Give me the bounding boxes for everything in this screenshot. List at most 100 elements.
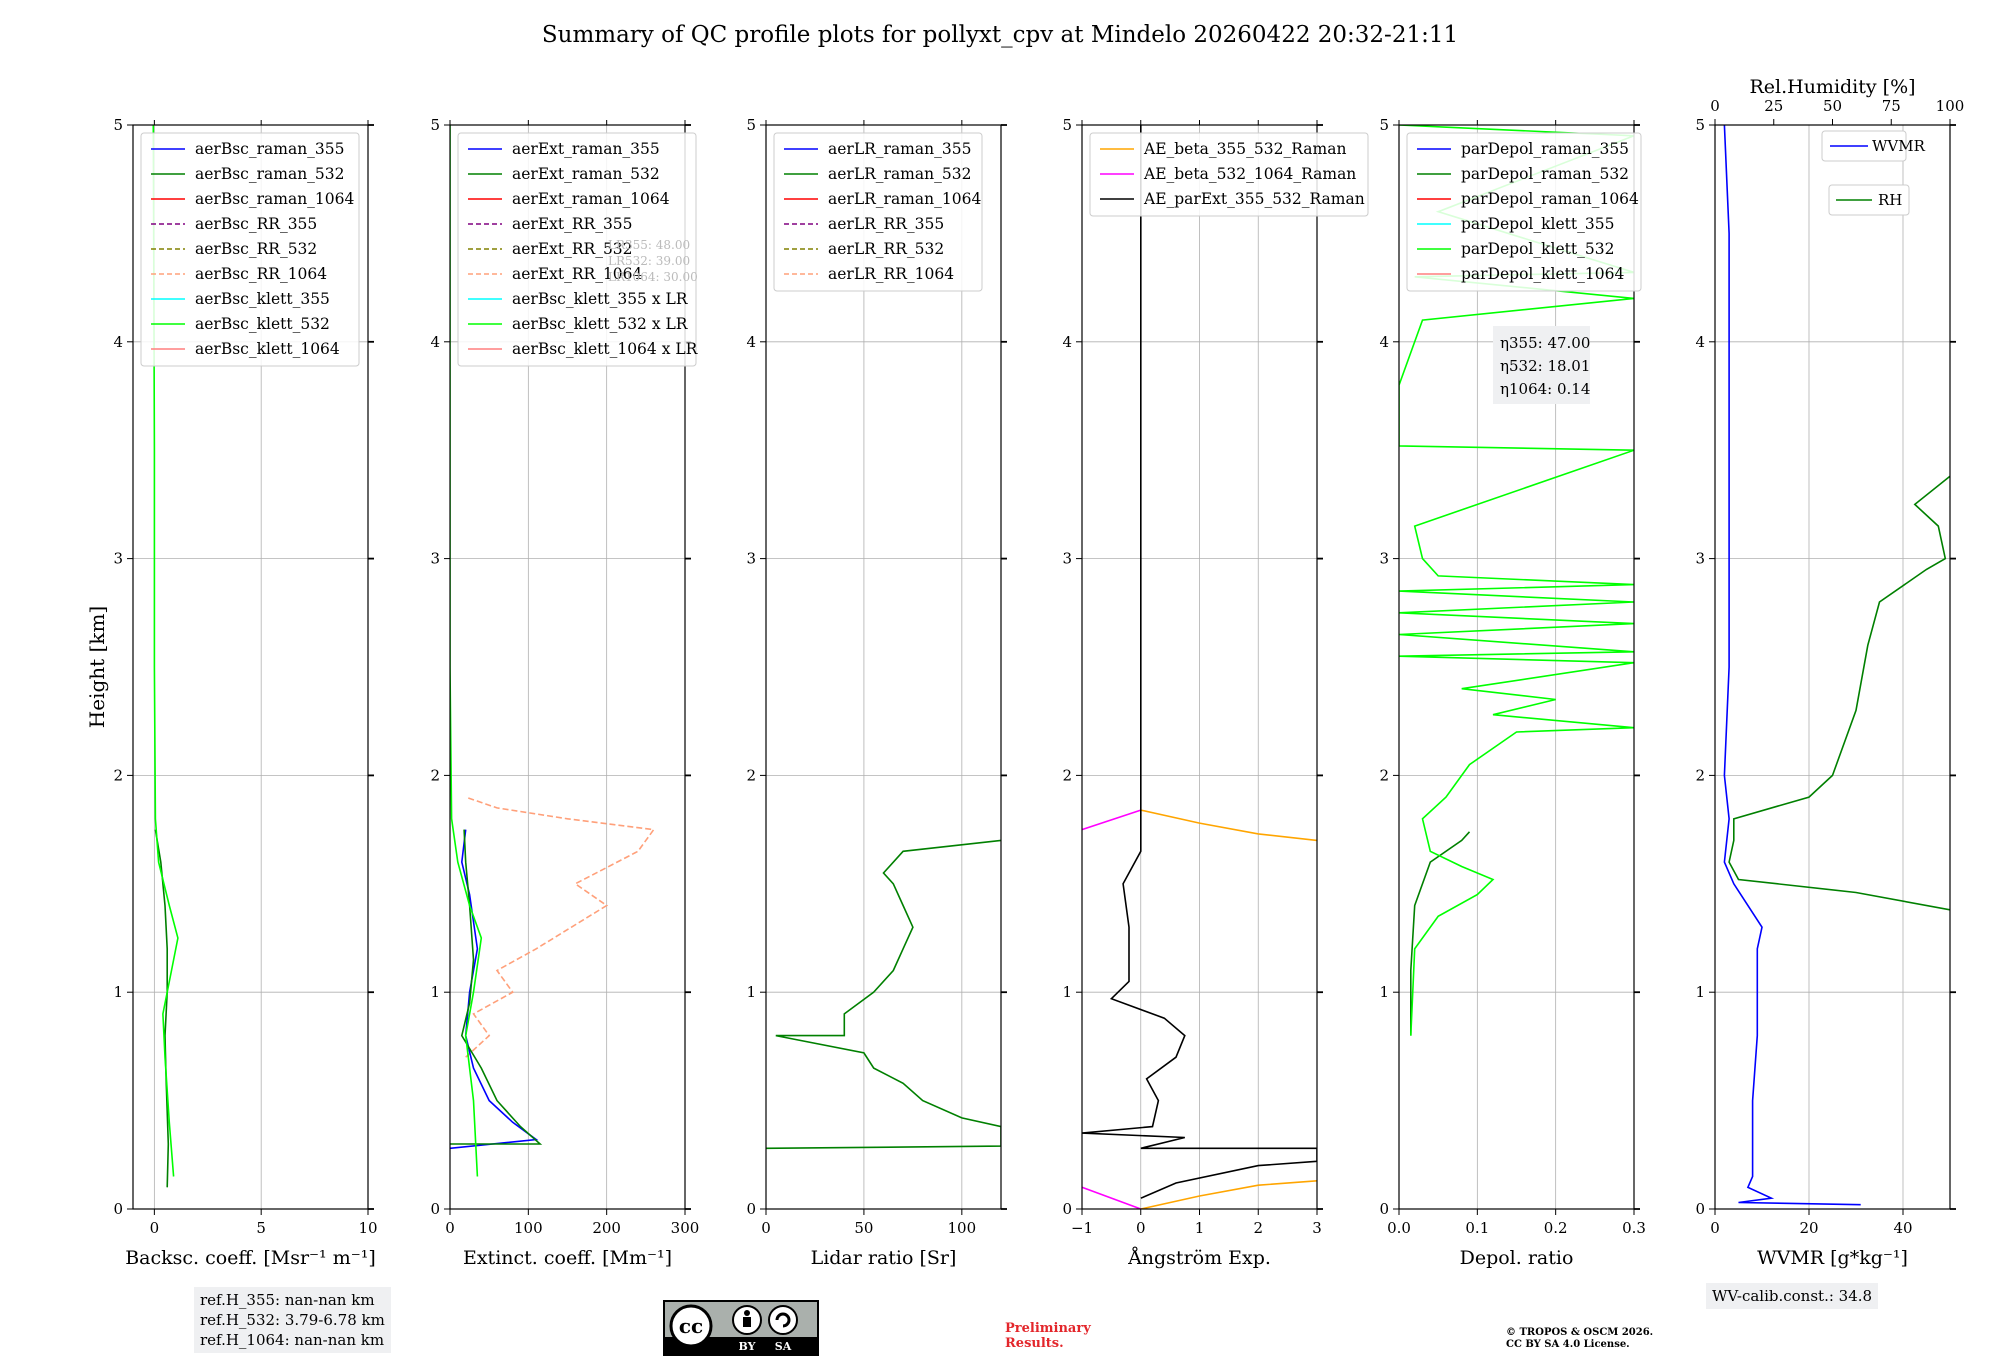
legend-label: aerLR_raman_1064	[828, 190, 981, 208]
legend-label: AE_beta_355_532_Raman	[1143, 140, 1346, 158]
preliminary-line2: Results.	[1005, 1336, 1064, 1351]
top-x-tick-label: 25	[1764, 97, 1783, 115]
refh-1064: ref.H_1064: nan-nan km	[200, 1331, 385, 1349]
x-axis-label: Depol. ratio	[1460, 1247, 1574, 1269]
x-tick-label: 20	[1799, 1219, 1818, 1237]
axes-frame	[449, 124, 686, 1210]
top-x-tick-label: 75	[1882, 97, 1901, 115]
series-line-WVMR	[1723, 125, 1861, 1206]
legend: parDepol_raman_355 parDepol_raman_532 parD…	[1406, 132, 1642, 292]
legend-label: aerExt_RR_532	[512, 240, 633, 258]
y-tick-label: 1	[113, 983, 123, 1001]
y-tick-label: 1	[1062, 983, 1072, 1001]
y-tick-label: 4	[1379, 333, 1389, 351]
legend-label: aerExt_raman_532	[512, 165, 660, 183]
y-tick-label: 5	[1379, 116, 1389, 134]
chart-panel-2: 0 100 200 300 0 1 2 3 4 5 Extinct. coeff. [Mm⁻¹] ae…	[430, 116, 699, 1269]
refh-355: ref.H_355: nan-nan km	[200, 1291, 375, 1309]
series-line-aerBsc_klett_532 x LR	[450, 125, 483, 1177]
series-line-aerExt_raman_532	[450, 829, 543, 1145]
y-tick-label: 4	[746, 333, 756, 351]
x-tick-label: 0	[445, 1219, 455, 1237]
x-axis-label: Ångström Exp.	[1127, 1247, 1271, 1269]
y-tick-label: 3	[1062, 550, 1072, 568]
lr-annotation: LR355: 48.00	[608, 238, 690, 252]
series-line-parDepol_klett_532	[1399, 125, 1634, 1036]
x-tick-label: 0	[761, 1219, 771, 1237]
y-tick-label: 0	[430, 1200, 440, 1218]
y-tick-label: 0	[1379, 1200, 1389, 1218]
x-axis-label: Backsc. coeff. [Msr⁻¹ m⁻¹]	[125, 1247, 376, 1269]
legend-label: aerBsc_raman_355	[195, 140, 345, 158]
y-tick-label: 2	[113, 766, 123, 784]
legend-label: aerBsc_klett_1064	[195, 340, 340, 358]
x-axis-label: Extinct. coeff. [Mm⁻¹]	[463, 1247, 672, 1269]
series-line-AE_parExt_355_532_Raman	[1082, 125, 1317, 1199]
legend-label: aerBsc_klett_532 x LR	[512, 315, 689, 333]
y-tick-label: 0	[113, 1200, 123, 1218]
legend-label: aerExt_RR_1064	[512, 265, 643, 283]
x-tick-label: 1	[1195, 1219, 1205, 1237]
series-line-AE_beta_355_532_Raman_upper	[1140, 809, 1317, 842]
legend-label: aerLR_raman_532	[828, 165, 971, 183]
legend-label: parDepol_klett_532	[1461, 240, 1614, 258]
legend-box	[140, 132, 360, 367]
y-tick-label: 5	[1695, 116, 1705, 134]
y-tick-label: 5	[1062, 116, 1072, 134]
x-tick-label: 0	[150, 1219, 160, 1237]
y-tick-label: 4	[1062, 333, 1072, 351]
legend-label: aerBsc_RR_355	[195, 215, 317, 233]
axes-frame	[1398, 124, 1635, 1210]
x-tick-label: 0.1	[1465, 1219, 1489, 1237]
preliminary-line1: Preliminary	[1005, 1321, 1091, 1336]
legend-label: aerLR_raman_355	[828, 140, 971, 158]
legend-label: aerBsc_RR_532	[195, 240, 317, 258]
y-tick-label: 2	[430, 766, 440, 784]
x-tick-label: 40	[1893, 1219, 1912, 1237]
legend-label: aerLR_RR_532	[828, 240, 944, 258]
wv-calib-box: WV-calib.const.: 34.8	[1706, 1283, 1879, 1309]
x-axis-label: WVMR [g*kg⁻¹]	[1757, 1247, 1908, 1269]
legend-label: aerBsc_klett_355	[195, 290, 330, 308]
eta-value: η532: 18.01	[1500, 357, 1590, 375]
x-tick-label: 300	[671, 1219, 700, 1237]
series-line-aerExt_RR_1064	[465, 796, 656, 1058]
legend-label: aerLR_RR_1064	[828, 265, 954, 283]
reference-height-box: ref.H_355: nan-nan km ref.H_532: 3.79-6.…	[194, 1287, 391, 1353]
x-tick-label: 100	[514, 1219, 543, 1237]
x-tick-label: 100	[948, 1219, 977, 1237]
y-tick-label: 0	[1062, 1200, 1072, 1218]
series-line-parDepol_raman_532	[1410, 831, 1471, 1036]
x-tick-label: 50	[854, 1219, 873, 1237]
y-tick-label: 0	[1695, 1200, 1705, 1218]
refh-532: ref.H_532: 3.79-6.78 km	[200, 1311, 385, 1329]
eta-box: η355: 47.00 η532: 18.01 η1064: 0.14	[1493, 326, 1590, 404]
cc-license-badge: cc BY SA	[663, 1300, 819, 1356]
series-line-RH	[1728, 475, 1950, 911]
legend-label: AE_parExt_355_532_Raman	[1143, 190, 1365, 208]
svg-text:cc: cc	[679, 1314, 703, 1338]
legend-label: RH	[1878, 191, 1902, 209]
y-tick-label: 2	[1695, 766, 1705, 784]
chart-panel-1: 0 5 10 0 1 2 3 4 5 Backsc. coeff. [Msr⁻¹ m⁻¹] aerB…	[113, 116, 377, 1269]
legend-label: aerBsc_klett_532	[195, 315, 330, 333]
legend-label: WVMR	[1872, 137, 1926, 155]
preliminary-note: Preliminary Results.	[1005, 1321, 1091, 1351]
legend-box	[773, 132, 983, 292]
legend-label: aerBsc_klett_1064 x LR	[512, 340, 699, 358]
top-axis-label: Rel.Humidity [%]	[1749, 76, 1915, 98]
legend-label: AE_beta_532_1064_Raman	[1143, 165, 1356, 183]
y-tick-label: 4	[430, 333, 440, 351]
legend: aerExt_raman_355 aerExt_raman_532 aerExt_r…	[457, 132, 699, 367]
y-tick-label: 3	[430, 550, 440, 568]
copyright-line1: © TROPOS & OSCM 2026.	[1506, 1327, 1654, 1338]
series-line-AE_beta_532_1064_Raman_upper	[1082, 809, 1142, 831]
eta-box-bg	[1493, 326, 1590, 404]
series-line-AE_beta_532_1064_Raman	[1082, 1186, 1142, 1209]
y-tick-label: 2	[746, 766, 756, 784]
x-tick-label: 2	[1253, 1219, 1263, 1237]
series-line-aerBsc_klett_532	[152, 125, 179, 1177]
y-tick-label: 1	[1695, 983, 1705, 1001]
